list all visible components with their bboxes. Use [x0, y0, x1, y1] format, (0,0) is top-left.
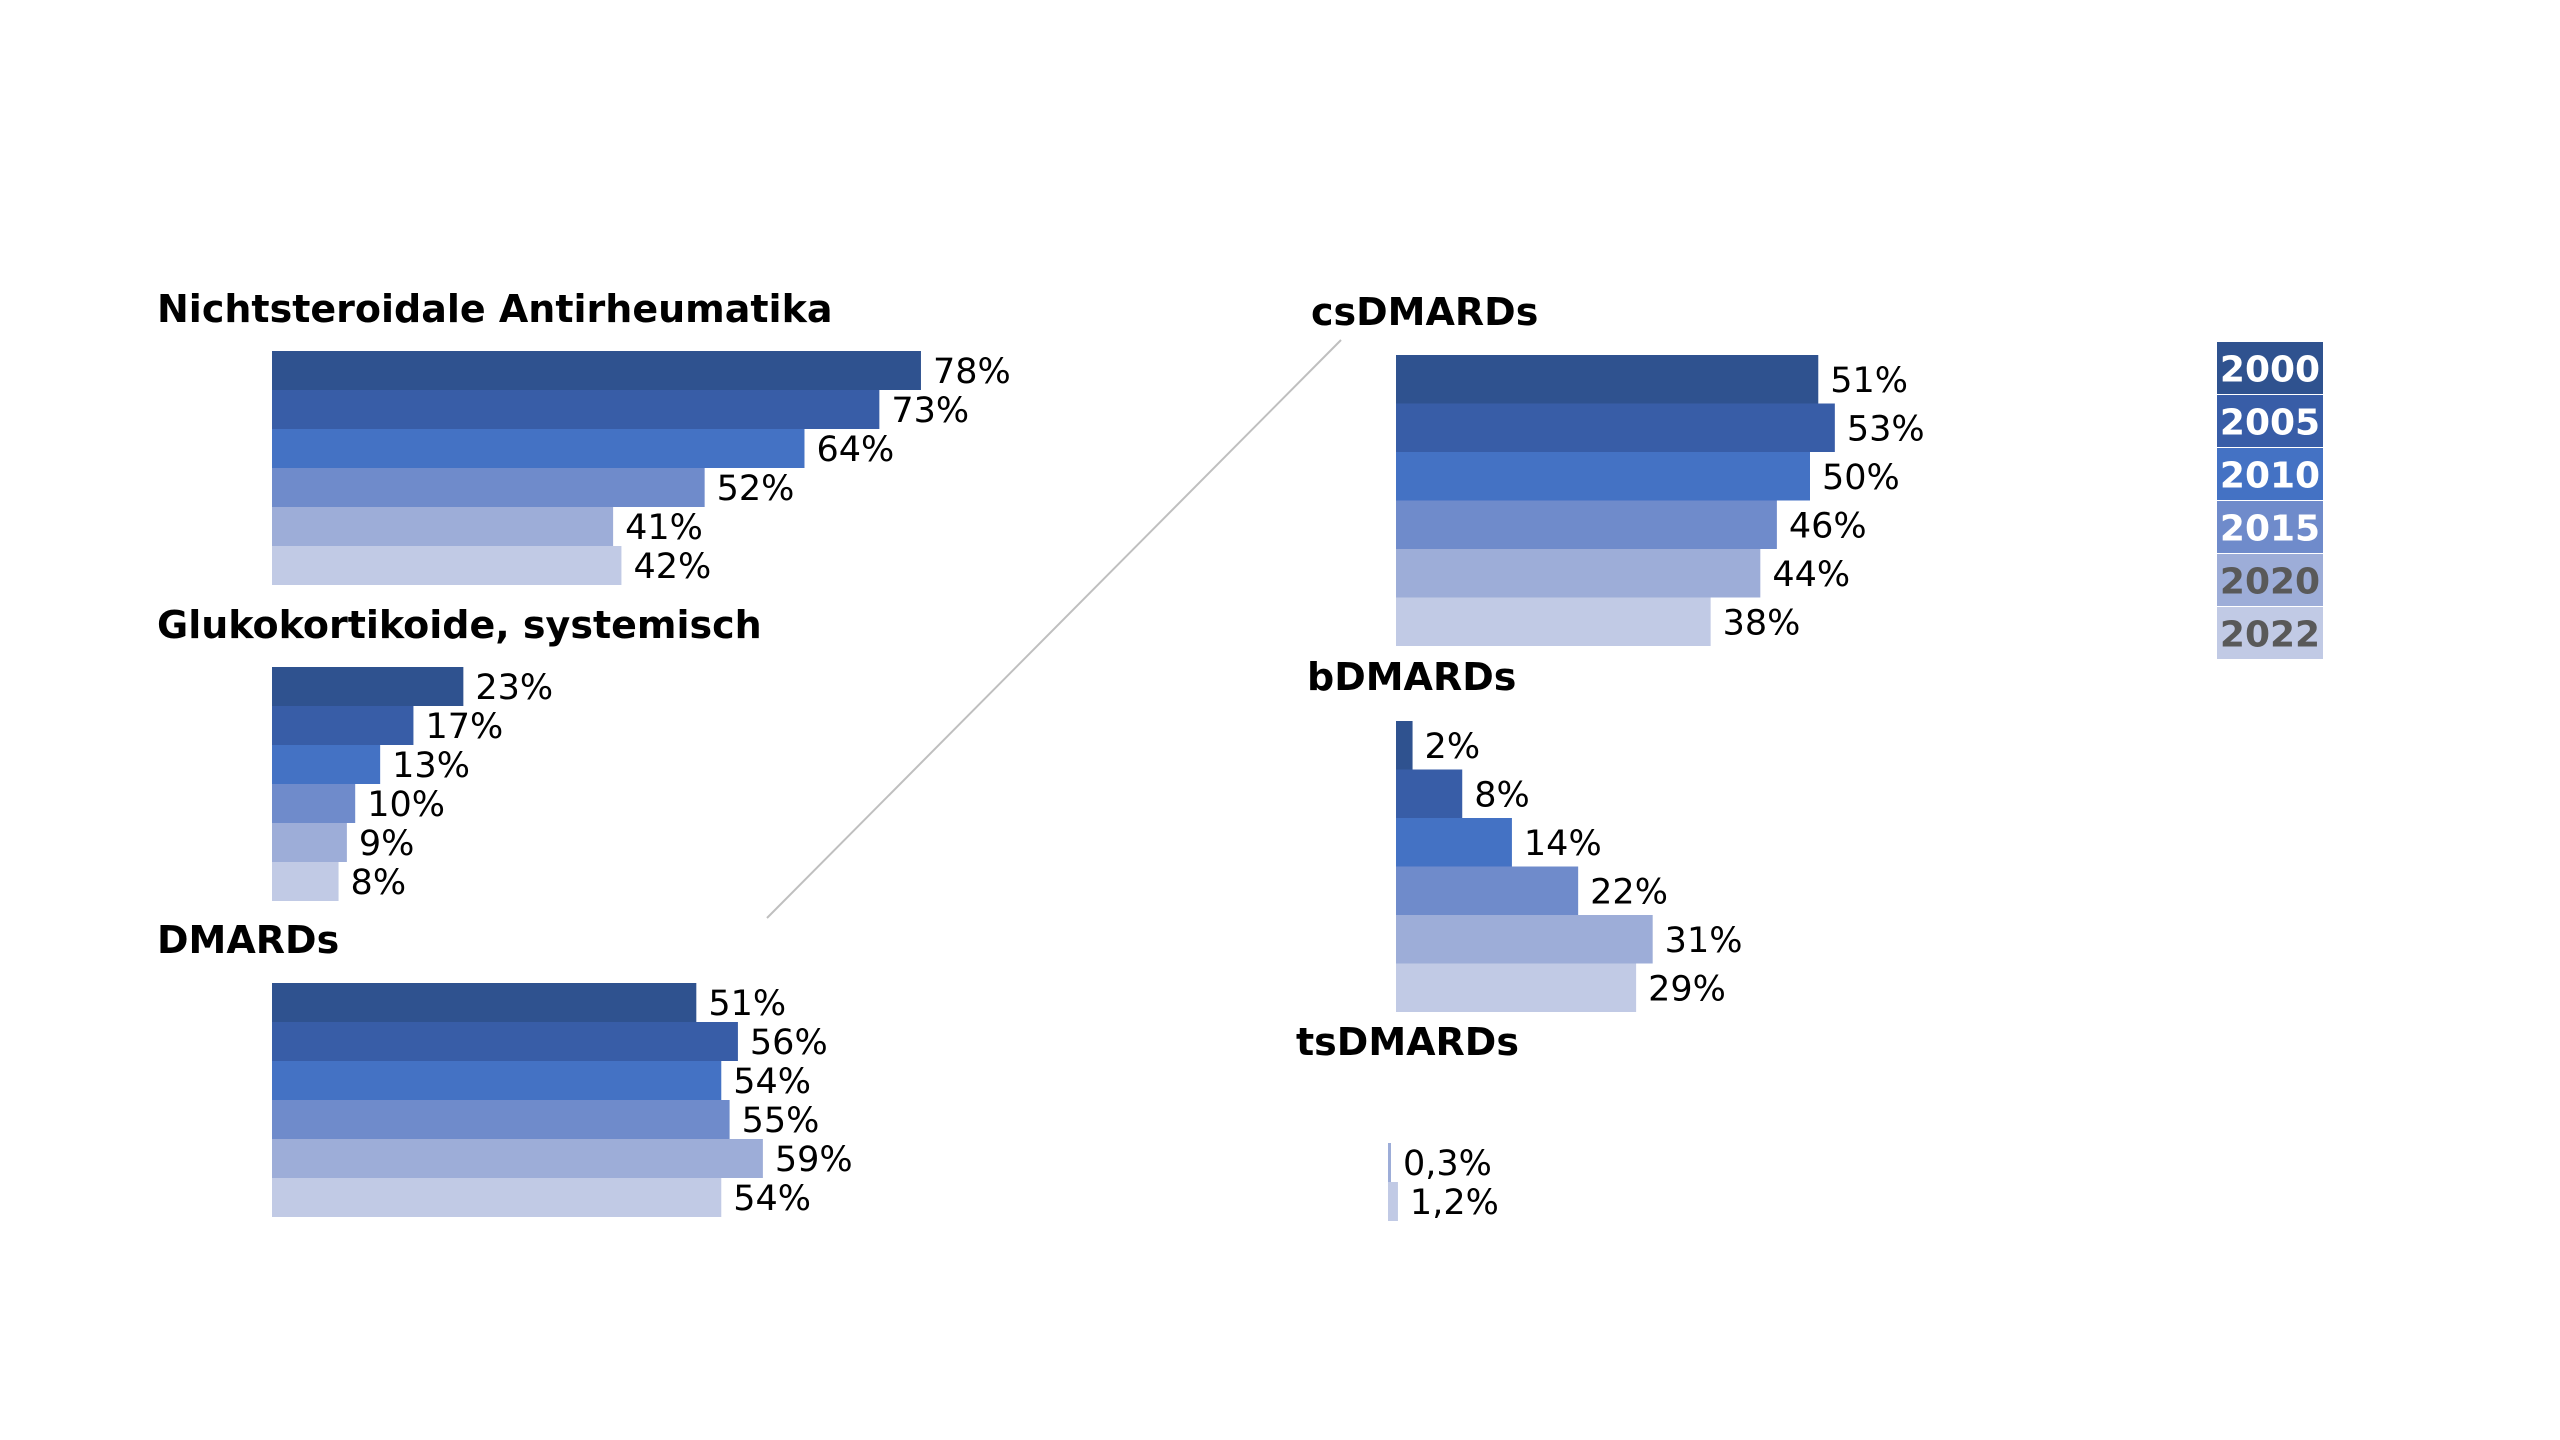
data-label: 55% — [742, 1101, 820, 1141]
data-label: 54% — [733, 1062, 811, 1102]
panel-title: Glukokortikoide, systemisch — [157, 603, 762, 647]
bar-2020 — [1396, 915, 1653, 964]
bar-2015 — [272, 784, 356, 823]
data-label: 13% — [392, 746, 470, 786]
bar-2015 — [272, 468, 705, 507]
bar-2020 — [1388, 1143, 1391, 1182]
legend-label-2010: 2010 — [2220, 456, 2320, 497]
bar-2005 — [1396, 403, 1835, 452]
data-label: 23% — [475, 668, 553, 708]
legend-label-2022: 2022 — [2220, 615, 2320, 656]
legend-swatch-2015 — [2217, 501, 2323, 553]
bar-2010 — [272, 429, 805, 468]
bar-2000 — [272, 667, 464, 706]
data-label: 41% — [625, 508, 703, 548]
bar-2020 — [272, 507, 614, 546]
data-label: 51% — [1830, 361, 1908, 401]
data-label: 78% — [933, 352, 1011, 392]
data-label: 1,2% — [1410, 1183, 1499, 1223]
bar-2015 — [1396, 866, 1579, 915]
legend-swatch-2010 — [2217, 448, 2323, 500]
bar-2000 — [272, 351, 921, 390]
legend-label-2005: 2005 — [2220, 403, 2320, 444]
bar-2005 — [272, 706, 414, 745]
data-label: 29% — [1648, 969, 1726, 1009]
bar-2022 — [1388, 1182, 1398, 1221]
bar-2022 — [272, 862, 339, 901]
panel-title: csDMARDs — [1311, 290, 1538, 334]
panel-nichtsteroidale-antirheumatika: Nichtsteroidale Antirheumatika 78%73%64% 5… — [157, 287, 1011, 587]
bar-2000 — [272, 983, 697, 1022]
panel-bdmards: bDMARDs 2% 8% 14% 22% 31% 29% — [1307, 655, 1742, 1012]
data-label: 56% — [750, 1023, 828, 1063]
data-label: 10% — [367, 785, 445, 825]
data-label: 42% — [633, 547, 711, 587]
dmards-connector-line — [766, 339, 1342, 919]
data-label: 73% — [891, 391, 969, 431]
bar-2020 — [272, 823, 347, 862]
panel-title: DMARDs — [157, 918, 339, 962]
bar-2005 — [272, 1022, 738, 1061]
data-label: 8% — [351, 863, 407, 903]
data-label: 44% — [1772, 555, 1850, 595]
data-label: 8% — [1474, 775, 1530, 815]
legend-label-2020: 2020 — [2220, 562, 2320, 603]
legend-swatch-2020 — [2217, 554, 2323, 606]
bar-2000 — [1396, 721, 1413, 770]
data-label: 53% — [1847, 409, 1925, 449]
bar-2022 — [1396, 597, 1711, 646]
bar-2015 — [272, 1100, 730, 1139]
data-label: 54% — [733, 1179, 811, 1219]
panel-title: Nichtsteroidale Antirheumatika — [157, 287, 832, 331]
bar-2015 — [1396, 500, 1777, 549]
data-label: 50% — [1822, 458, 1900, 498]
panel-csdmards: csDMARDs 51% 53% 50% 46% 44% 38% — [1311, 290, 1925, 646]
bar-2020 — [1396, 549, 1761, 598]
legend: 2000 2005 2010 2015 2020 2022 — [2217, 342, 2323, 659]
data-label: 17% — [425, 707, 503, 747]
bar-2010 — [1396, 818, 1512, 867]
bar-2022 — [1396, 963, 1637, 1012]
bar-2010 — [272, 1061, 722, 1100]
data-label: 59% — [775, 1140, 853, 1180]
data-label: 0,3% — [1403, 1144, 1492, 1184]
data-label: 46% — [1789, 506, 1867, 546]
panel-title: bDMARDs — [1307, 655, 1516, 699]
bar-2022 — [272, 546, 622, 585]
bar-2005 — [1396, 769, 1463, 818]
panel-title: tsDMARDs — [1296, 1020, 1519, 1064]
data-label: 31% — [1665, 921, 1743, 961]
bar-2020 — [272, 1139, 763, 1178]
data-label: 38% — [1723, 603, 1801, 643]
bar-2000 — [1396, 355, 1819, 404]
legend-swatch-2005 — [2217, 395, 2323, 447]
bar-2022 — [272, 1178, 722, 1217]
data-label: 9% — [359, 824, 415, 864]
data-label: 22% — [1590, 872, 1668, 912]
legend-swatch-2000 — [2217, 342, 2323, 394]
panel-glukokortikoide-systemisch: Glukokortikoide, systemisch 23%17%13%10%9… — [157, 603, 762, 903]
legend-swatch-2022 — [2217, 607, 2323, 659]
data-label: 14% — [1524, 824, 1602, 864]
data-label: 64% — [816, 430, 894, 470]
data-label: 52% — [717, 469, 795, 509]
data-label: 2% — [1425, 727, 1481, 767]
bar-2005 — [272, 390, 880, 429]
data-label: 51% — [708, 984, 786, 1024]
bar-2010 — [1396, 452, 1810, 501]
legend-label-2000: 2000 — [2220, 350, 2320, 391]
panel-tsdmards: tsDMARDs 0,3%1,2% — [1296, 1020, 1519, 1223]
bar-2010 — [272, 745, 381, 784]
legend-label-2015: 2015 — [2220, 509, 2320, 550]
